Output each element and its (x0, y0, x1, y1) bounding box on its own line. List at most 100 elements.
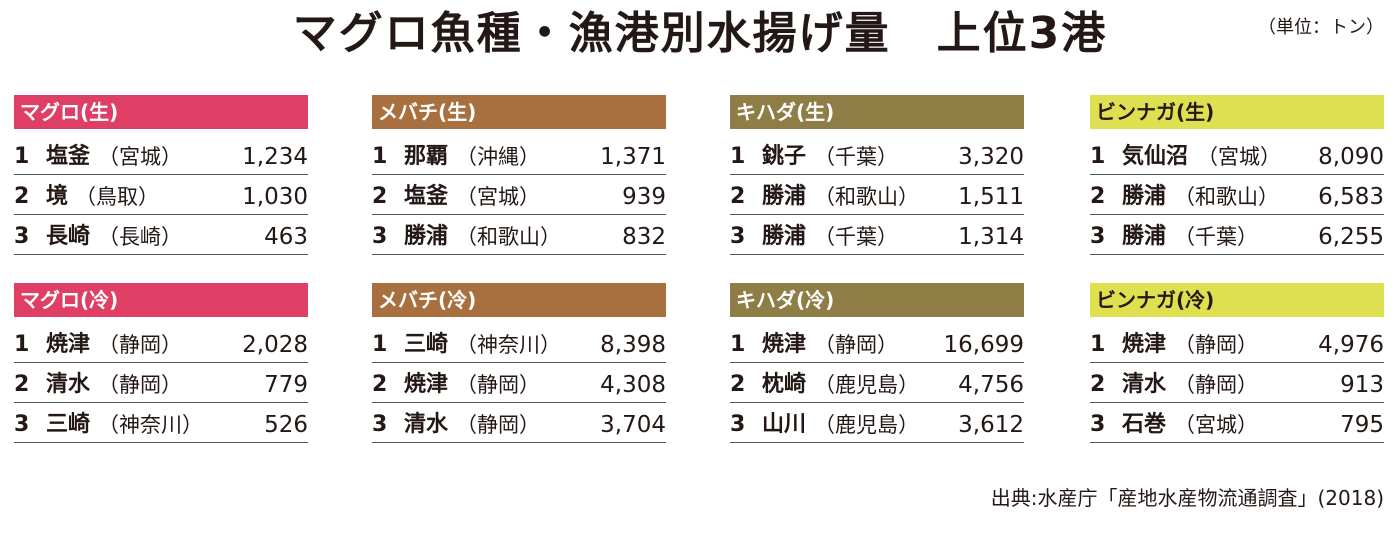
port-name: 勝浦 (404, 224, 449, 249)
ranking-row: 2 勝浦 （和歌山） 6,583 (1090, 175, 1384, 215)
landing-volume: 1,234 (242, 144, 308, 170)
ranking-row: 1 焼津 （静岡） 4,976 (1090, 323, 1384, 363)
rank-number: 2 (14, 372, 30, 397)
ranking-row: 2 清水 （静岡） 913 (1090, 363, 1384, 403)
panel-header: メバチ(冷) (372, 283, 666, 317)
rank-number: 3 (730, 412, 746, 437)
landing-volume: 779 (264, 372, 308, 398)
rank-number: 1 (1090, 144, 1106, 169)
port-name: 三崎 (46, 412, 91, 437)
landing-volume: 832 (622, 224, 666, 250)
panel-header: キハダ(冷) (730, 283, 1024, 317)
port-name: 枕崎 (762, 372, 807, 397)
port-name: 塩釜 (404, 184, 449, 209)
ranking-row: 1 三崎 （神奈川） 8,398 (372, 323, 666, 363)
ranking-row: 1 焼津 （静岡） 2,028 (14, 323, 308, 363)
port-name: 焼津 (762, 332, 807, 357)
rank-number: 2 (1090, 372, 1106, 397)
rank-number: 1 (730, 332, 746, 357)
prefecture-name: （千葉） (814, 145, 898, 169)
rank-number: 3 (730, 224, 746, 249)
source-note: 出典:水産庁「産地水産物流通調査」(2018) (990, 486, 1384, 510)
ranking-row: 2 勝浦 （和歌山） 1,511 (730, 175, 1024, 215)
ranking-row: 3 長崎 （長崎） 463 (14, 215, 308, 255)
rank-number: 1 (372, 332, 388, 357)
ranking-row: 1 那覇 （沖縄） 1,371 (372, 135, 666, 175)
landing-volume: 795 (1340, 412, 1384, 438)
rank-number: 2 (730, 372, 746, 397)
port-name: 石巻 (1122, 412, 1167, 437)
landing-volume: 6,255 (1318, 224, 1384, 250)
rank-number: 2 (730, 184, 746, 209)
prefecture-name: （宮城） (1197, 145, 1281, 169)
port-name: 焼津 (404, 372, 449, 397)
ranking-panel: キハダ(冷) 1 焼津 （静岡） 16,699 2 枕崎 （鹿児島） 4,756 3 山川 （鹿児島）… (730, 283, 1024, 443)
ranking-row: 1 銚子 （千葉） 3,320 (730, 135, 1024, 175)
landing-volume: 1,030 (242, 184, 308, 210)
ranking-row: 1 気仙沼 （宮城） 8,090 (1090, 135, 1384, 175)
ranking-row: 2 枕崎 （鹿児島） 4,756 (730, 363, 1024, 403)
landing-volume: 8,398 (600, 332, 666, 358)
prefecture-name: （静岡） (1174, 333, 1258, 357)
landing-volume: 1,314 (958, 224, 1024, 250)
landing-volume: 4,976 (1318, 332, 1384, 358)
landing-volume: 6,583 (1318, 184, 1384, 210)
landing-volume: 463 (264, 224, 308, 250)
prefecture-name: （和歌山） (456, 225, 561, 249)
landing-volume: 1,371 (600, 144, 666, 170)
prefecture-name: （静岡） (1174, 373, 1258, 397)
ranking-row: 1 塩釜 （宮城） 1,234 (14, 135, 308, 175)
prefecture-name: （宮城） (456, 185, 540, 209)
ranking-panel: ビンナガ(冷) 1 焼津 （静岡） 4,976 2 清水 （静岡） 913 3 石巻 （宮城） 795 (1090, 283, 1384, 443)
port-name: 焼津 (1122, 332, 1167, 357)
prefecture-name: （鳥取） (75, 185, 159, 209)
port-name: 清水 (46, 372, 91, 397)
rank-number: 1 (372, 144, 388, 169)
ranking-panel: メバチ(冷) 1 三崎 （神奈川） 8,398 2 焼津 （静岡） 4,308 3 清水 （静岡） 3,… (372, 283, 666, 443)
prefecture-name: （和歌山） (1174, 185, 1279, 209)
landing-volume: 2,028 (242, 332, 308, 358)
ranking-row: 2 境（鳥取） 1,030 (14, 175, 308, 215)
rank-number: 3 (372, 412, 388, 437)
landing-volume: 4,308 (600, 372, 666, 398)
ranking-row: 2 焼津 （静岡） 4,308 (372, 363, 666, 403)
prefecture-name: （静岡） (456, 413, 540, 437)
port-name: 焼津 (46, 332, 91, 357)
rank-number: 1 (1090, 332, 1106, 357)
ranking-panel: マグロ(生) 1 塩釜 （宮城） 1,234 2 境（鳥取） 1,030 3 長崎 （長崎） 463 (14, 95, 308, 255)
prefecture-name: （千葉） (814, 225, 898, 249)
ranking-row: 3 石巻 （宮城） 795 (1090, 403, 1384, 443)
panel-header: ビンナガ(冷) (1090, 283, 1384, 317)
port-name: 三崎 (404, 332, 449, 357)
ranking-row: 2 清水 （静岡） 779 (14, 363, 308, 403)
rank-number: 2 (1090, 184, 1106, 209)
port-name: 境 (46, 184, 69, 209)
port-name: 勝浦 (1122, 184, 1167, 209)
landing-volume: 939 (622, 184, 666, 210)
port-name: 勝浦 (1122, 224, 1167, 249)
rank-number: 3 (1090, 412, 1106, 437)
landing-volume: 526 (264, 412, 308, 438)
port-name: 勝浦 (762, 224, 807, 249)
rank-number: 1 (14, 332, 30, 357)
rank-number: 2 (372, 372, 388, 397)
rank-number: 3 (14, 224, 30, 249)
panel-header: ビンナガ(生) (1090, 95, 1384, 129)
panel-header: マグロ(生) (14, 95, 308, 129)
landing-volume: 8,090 (1318, 144, 1384, 170)
ranking-row: 3 清水 （静岡） 3,704 (372, 403, 666, 443)
rank-number: 3 (14, 412, 30, 437)
prefecture-name: （静岡） (98, 373, 182, 397)
port-name: 銚子 (762, 144, 807, 169)
prefecture-name: （和歌山） (814, 185, 919, 209)
port-name: 山川 (762, 412, 807, 437)
prefecture-name: （宮城） (98, 145, 182, 169)
prefecture-name: （長崎） (98, 225, 182, 249)
rank-number: 2 (372, 184, 388, 209)
landing-volume: 3,704 (600, 412, 666, 438)
port-name: 清水 (1122, 372, 1167, 397)
landing-volume: 913 (1340, 372, 1384, 398)
panel-header: メバチ(生) (372, 95, 666, 129)
prefecture-name: （鹿児島） (814, 413, 919, 437)
prefecture-name: （千葉） (1174, 225, 1258, 249)
